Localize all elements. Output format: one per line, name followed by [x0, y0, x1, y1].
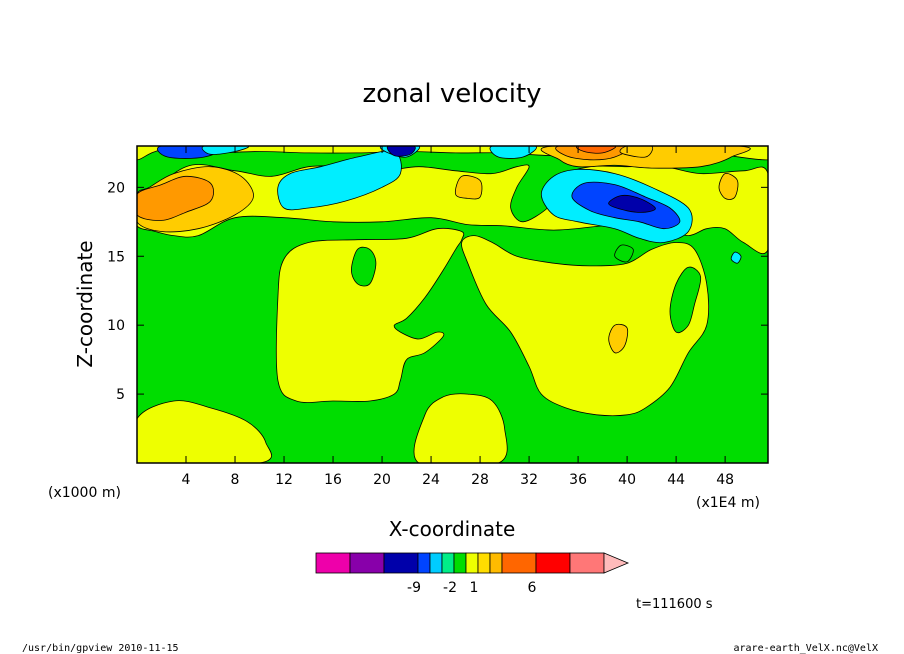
- colorbar-box: [477, 552, 491, 574]
- contour-region-0: [137, 400, 272, 463]
- contour-region-25: [619, 146, 654, 158]
- colorbar-box: [489, 552, 503, 574]
- y-axis-label: Z-coordinate: [73, 240, 97, 367]
- contour-region-20: [669, 266, 702, 334]
- colorbar-extend-arrow: [603, 552, 630, 574]
- colorbar-box: [569, 552, 605, 574]
- footer-left: /usr/bin/gpview 2010-11-15: [22, 643, 179, 654]
- colorbar-box: [501, 552, 537, 574]
- contour-region-3: [461, 235, 710, 417]
- contour-region-23: [718, 172, 739, 200]
- x-tick-label: 48: [716, 472, 734, 488]
- y-axis-ticks: 5 10 15 20: [107, 180, 768, 403]
- x-tick-label: 4: [182, 472, 191, 488]
- contour-region-10: [575, 146, 617, 154]
- x-tick-label: 28: [471, 472, 489, 488]
- y-unit-label: (x1000 m): [48, 485, 121, 501]
- contour-region-11: [277, 150, 402, 211]
- colorbar-box: [535, 552, 571, 574]
- x-tick-label: 20: [373, 472, 391, 488]
- x-tick-label: 32: [520, 472, 538, 488]
- y-tick-label: 15: [107, 249, 125, 265]
- time-label: t=111600 s: [636, 597, 713, 612]
- colorbar-label: 6: [528, 580, 537, 596]
- plot-frame: [136, 145, 769, 464]
- colorbar-label: -9: [407, 580, 421, 596]
- colorbar-box: [349, 552, 385, 574]
- contour-region-2: [275, 227, 465, 403]
- colorbar-label: 1: [470, 580, 479, 596]
- colorbar: -9 -2 1 6: [315, 552, 630, 596]
- x-tick-label: 8: [231, 472, 240, 488]
- contour-region-7: [137, 175, 214, 221]
- x-axis-label: X-coordinate: [389, 517, 516, 541]
- colorbar-box: [315, 552, 351, 574]
- x-tick-label: 12: [275, 472, 293, 488]
- contour-region-21: [350, 246, 377, 287]
- colorbar-box: [441, 552, 455, 574]
- contour-region-16: [489, 146, 537, 159]
- contour-region-27: [614, 244, 634, 263]
- x-axis-ticks: 4 8 12 16 20 24 28 32 36 40 44 48: [182, 146, 734, 488]
- footer-right: arare-earth_VelX.nc@VelX: [734, 643, 879, 654]
- chart-title: zonal velocity: [362, 79, 541, 109]
- x-tick-label: 24: [422, 472, 440, 488]
- colorbar-box: [383, 552, 419, 574]
- x-tick-label: 36: [569, 472, 587, 488]
- contour-region-1: [413, 393, 508, 463]
- contour-region-22: [608, 323, 629, 354]
- colorbar-label: -2: [443, 580, 457, 596]
- contour-regions: [137, 146, 768, 463]
- y-tick-label: 20: [107, 180, 125, 196]
- x-tick-label: 44: [667, 472, 685, 488]
- x-unit-label: (x1E4 m): [696, 495, 760, 511]
- y-tick-label: 10: [107, 318, 125, 334]
- colorbar-box: [417, 552, 431, 574]
- x-tick-label: 40: [618, 472, 636, 488]
- colorbar-box: [453, 552, 467, 574]
- contour-region-24: [454, 175, 483, 200]
- contour-region-14: [608, 194, 656, 213]
- y-tick-label: 5: [116, 387, 125, 403]
- x-tick-label: 16: [324, 472, 342, 488]
- contour-region-26: [730, 251, 742, 264]
- contour-region-19: [386, 146, 416, 157]
- colorbar-box: [465, 552, 479, 574]
- plot-area: [136, 145, 769, 464]
- colorbar-box: [429, 552, 443, 574]
